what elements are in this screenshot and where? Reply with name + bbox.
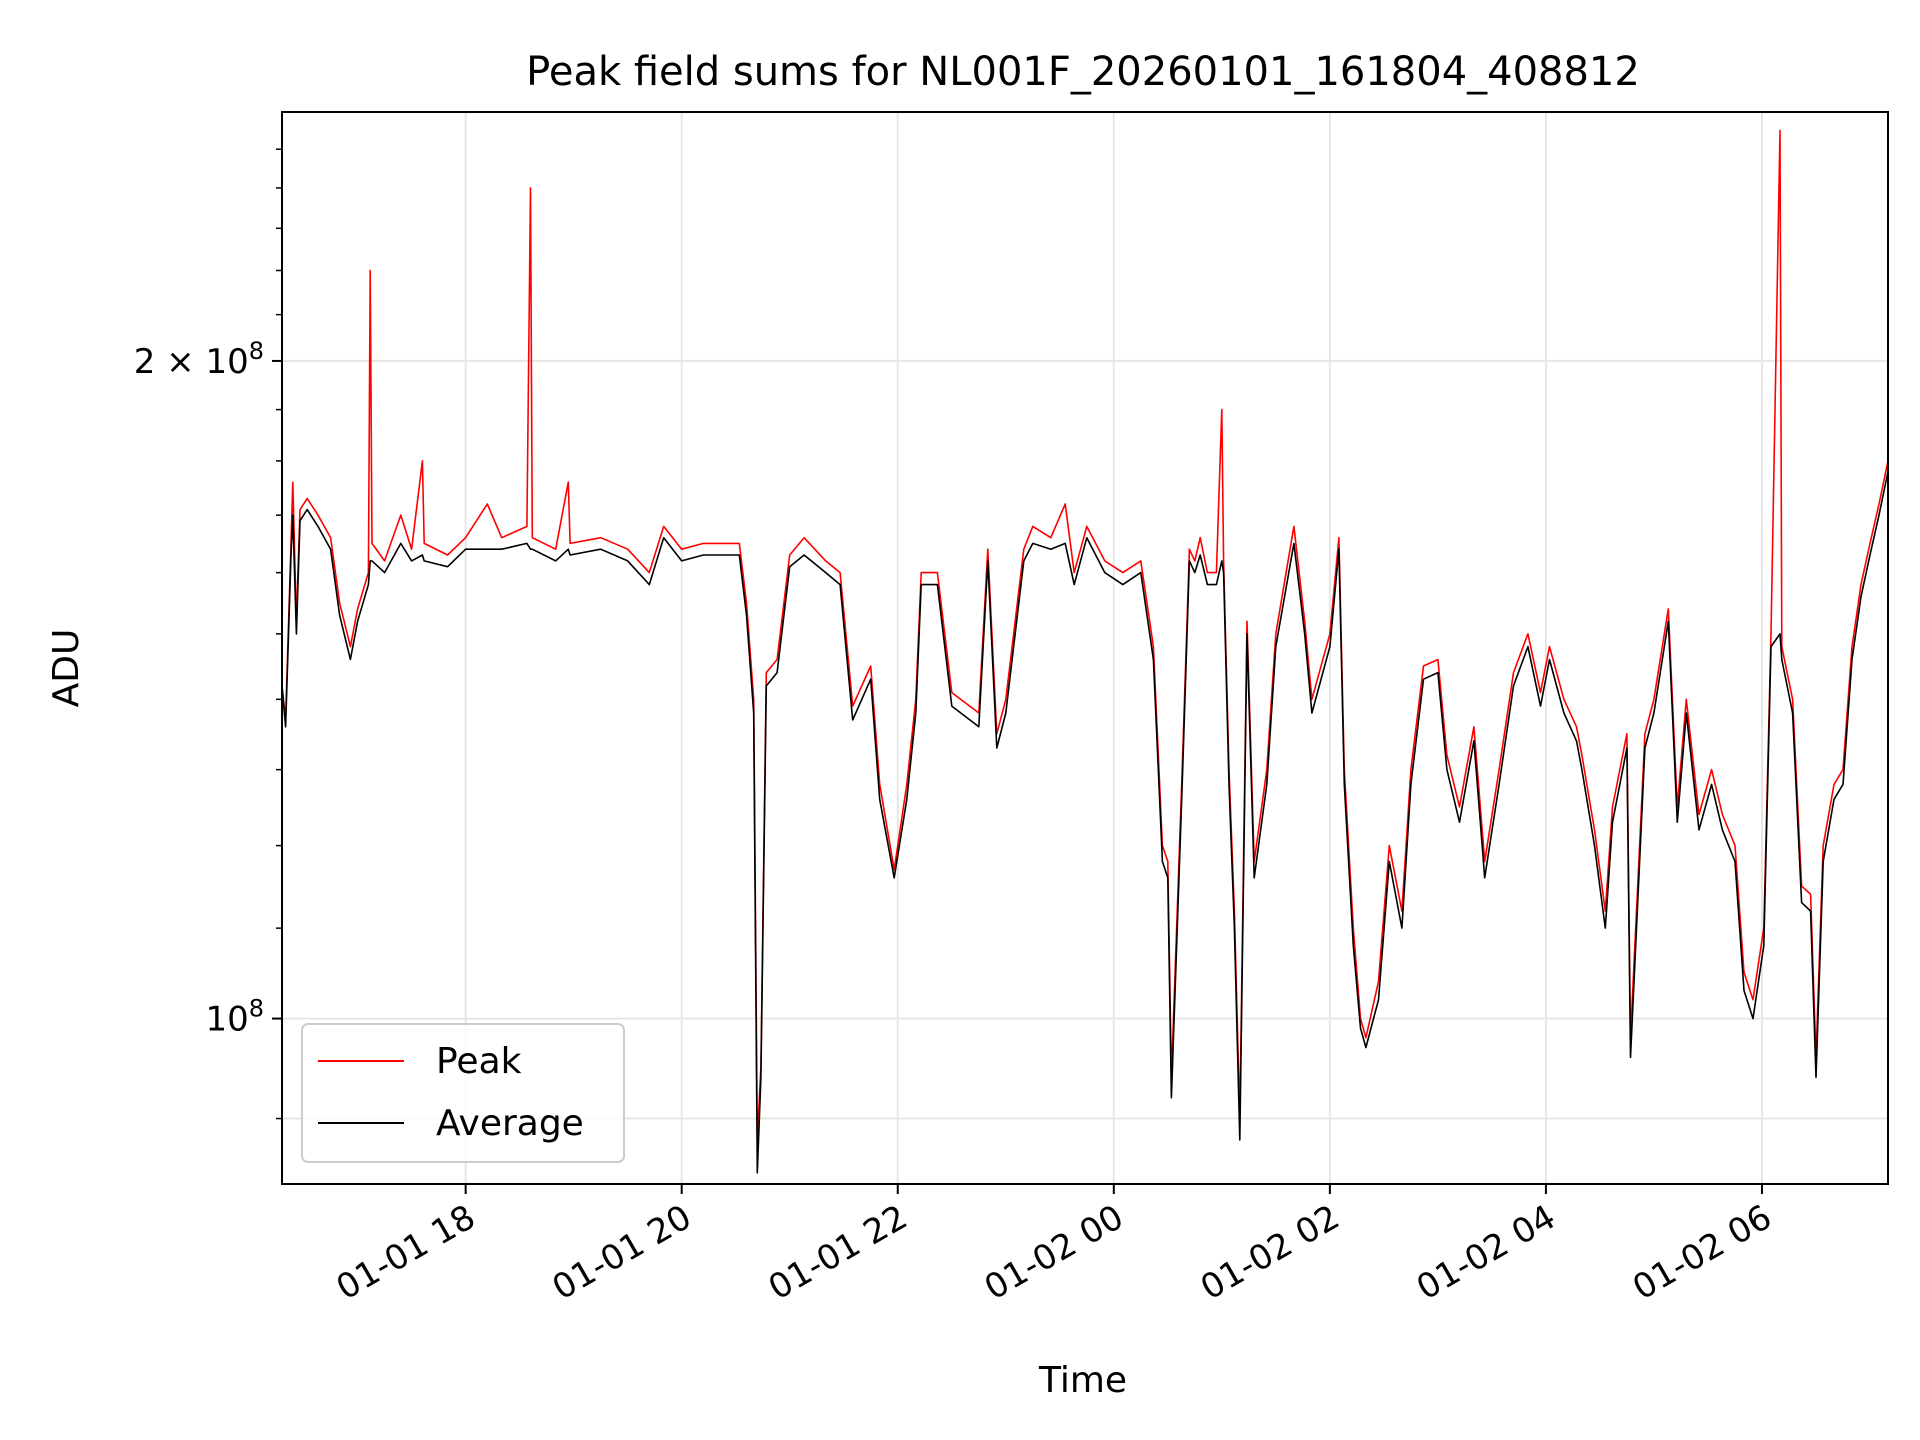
y-tick-exponent: 8 xyxy=(249,995,264,1023)
legend: Peak Average xyxy=(301,1023,625,1163)
chart-title: Peak field sums for NL001F_20260101_1618… xyxy=(526,49,1640,95)
legend-label-average: Average xyxy=(436,1103,584,1144)
y-tick-label: 2 × 108 xyxy=(134,337,264,382)
series-lines xyxy=(282,129,1888,1174)
y-tick-exponent: 8 xyxy=(249,337,264,365)
x-axis-label: Time xyxy=(1038,1360,1127,1401)
legend-box xyxy=(301,1023,625,1163)
legend-label-peak: Peak xyxy=(436,1041,522,1082)
y-tick-coef: 2 × xyxy=(134,342,206,382)
series-line-average xyxy=(282,471,1888,1174)
plot-frame xyxy=(281,111,1889,1185)
y-axis-label: ADU xyxy=(46,629,87,708)
y-tick-base: 10 xyxy=(205,1000,248,1040)
y-tick-base: 10 xyxy=(205,342,248,382)
y-tick-label: 108 xyxy=(205,995,264,1040)
